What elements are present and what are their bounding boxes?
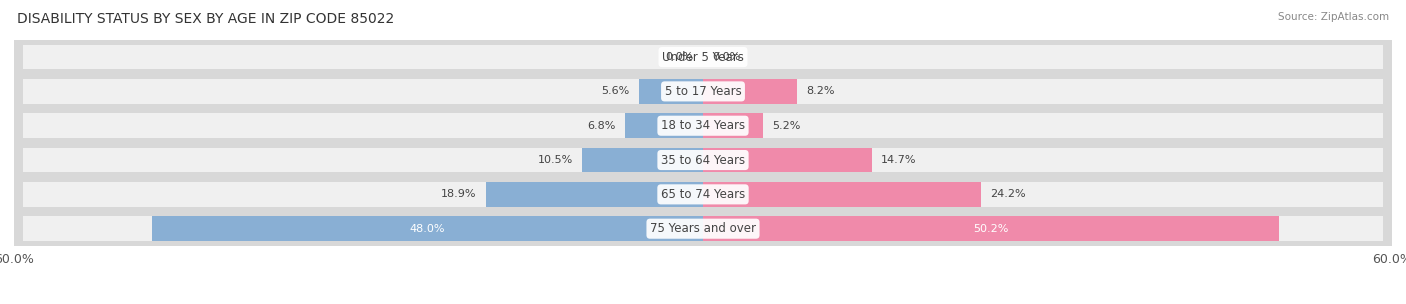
Text: 48.0%: 48.0% <box>409 224 446 234</box>
Text: Under 5 Years: Under 5 Years <box>662 50 744 64</box>
Bar <box>486 182 703 207</box>
Bar <box>703 182 981 207</box>
Bar <box>703 148 872 172</box>
Bar <box>22 79 1384 104</box>
Bar <box>22 45 1384 69</box>
Bar <box>624 113 703 138</box>
Bar <box>14 177 1392 212</box>
Bar <box>14 109 1392 143</box>
Text: 50.2%: 50.2% <box>973 224 1010 234</box>
Bar <box>14 74 1392 109</box>
Text: 18 to 34 Years: 18 to 34 Years <box>661 119 745 132</box>
Bar <box>582 148 703 172</box>
Text: Source: ZipAtlas.com: Source: ZipAtlas.com <box>1278 12 1389 22</box>
Bar <box>152 216 703 241</box>
Text: 0.0%: 0.0% <box>665 52 693 62</box>
Bar <box>22 148 1384 172</box>
Bar <box>638 79 703 104</box>
Bar <box>703 79 797 104</box>
Text: DISABILITY STATUS BY SEX BY AGE IN ZIP CODE 85022: DISABILITY STATUS BY SEX BY AGE IN ZIP C… <box>17 12 394 26</box>
Text: 18.9%: 18.9% <box>441 189 477 199</box>
Bar <box>14 143 1392 177</box>
Text: 6.8%: 6.8% <box>588 121 616 131</box>
Text: 10.5%: 10.5% <box>538 155 574 165</box>
Bar <box>703 216 1279 241</box>
Text: 5.2%: 5.2% <box>772 121 800 131</box>
Bar <box>22 113 1384 138</box>
Text: 5.6%: 5.6% <box>602 86 630 96</box>
Text: 5 to 17 Years: 5 to 17 Years <box>665 85 741 98</box>
Text: 75 Years and over: 75 Years and over <box>650 222 756 235</box>
Text: 14.7%: 14.7% <box>882 155 917 165</box>
Bar <box>22 182 1384 207</box>
Bar <box>703 113 762 138</box>
Text: 0.0%: 0.0% <box>713 52 741 62</box>
Text: 35 to 64 Years: 35 to 64 Years <box>661 154 745 167</box>
Text: 8.2%: 8.2% <box>807 86 835 96</box>
Text: 65 to 74 Years: 65 to 74 Years <box>661 188 745 201</box>
Bar <box>14 40 1392 74</box>
Text: 24.2%: 24.2% <box>990 189 1026 199</box>
Bar <box>14 212 1392 246</box>
Bar <box>22 216 1384 241</box>
